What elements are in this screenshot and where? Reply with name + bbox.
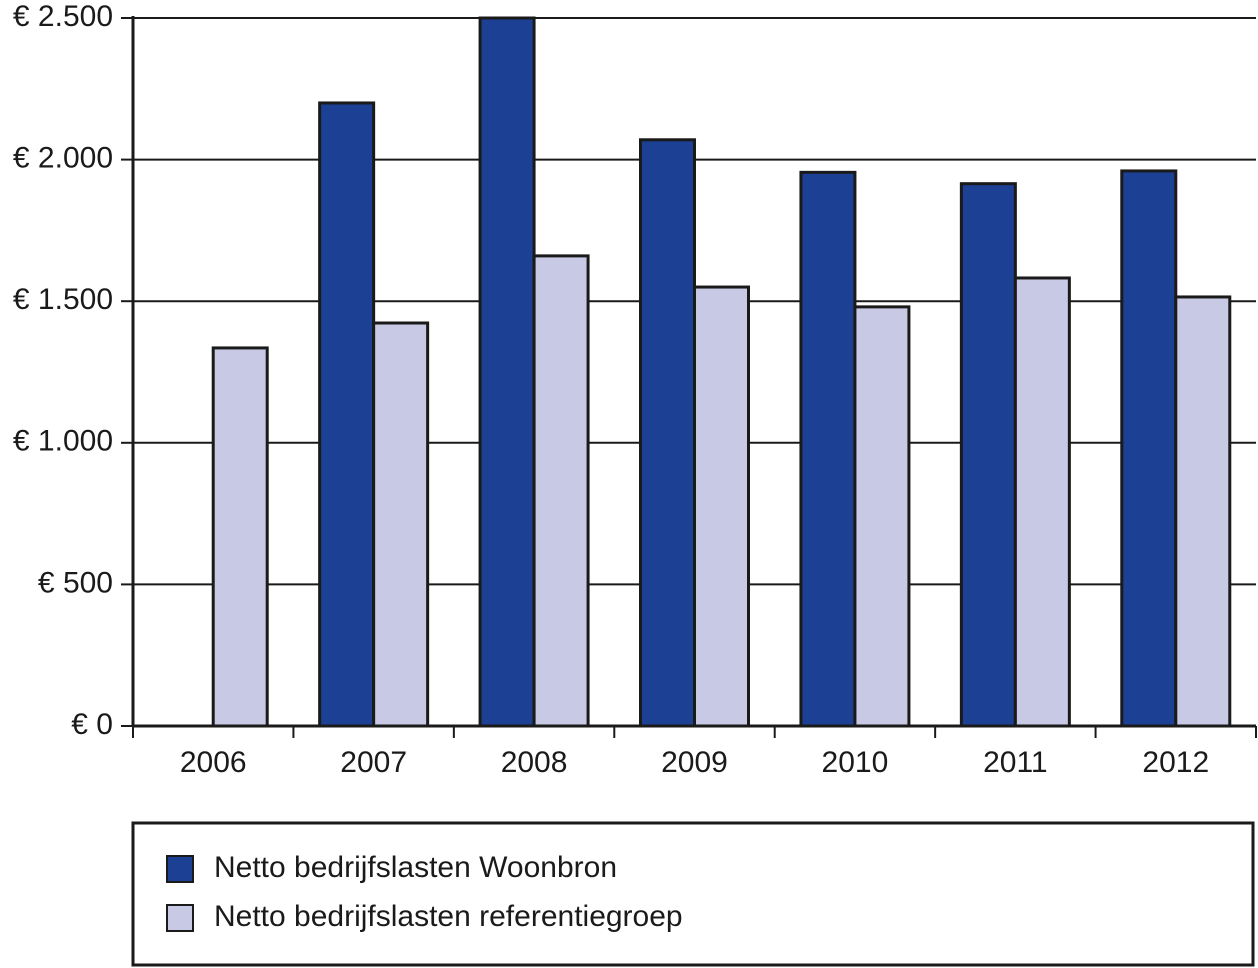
bar: [211, 346, 269, 728]
x-tick-label: 2007: [340, 746, 407, 779]
bar: [853, 305, 911, 728]
x-tick-label: 2008: [501, 746, 568, 779]
x-tick-label: 2010: [822, 746, 889, 779]
bar: [478, 16, 536, 728]
bar: [372, 321, 430, 728]
bar: [693, 285, 750, 728]
legend-swatch: [166, 904, 194, 932]
y-tick-label: € 500: [38, 566, 113, 599]
bar: [639, 138, 696, 728]
x-tick-label: 2006: [180, 746, 247, 779]
y-tick-label: € 1.000: [13, 425, 113, 458]
bar: [1013, 276, 1071, 728]
x-tick-label: 2011: [983, 746, 1048, 779]
legend-swatch: [166, 855, 194, 883]
legend-label: Netto bedrijfslasten referentiegroep: [214, 900, 683, 933]
bar: [959, 182, 1017, 728]
y-tick-label: € 0: [71, 708, 113, 741]
bar: [532, 254, 590, 728]
y-tick-label: € 1.500: [13, 283, 113, 316]
y-tick-label: € 2.000: [13, 142, 113, 175]
bar: [318, 101, 376, 728]
legend-box: [131, 821, 1255, 967]
x-tick-label: 2009: [661, 746, 728, 779]
x-tick-label: 2012: [1142, 746, 1209, 779]
bar: [1174, 295, 1232, 728]
legend-label: Netto bedrijfslasten Woonbron: [214, 851, 617, 884]
y-tick-label: € 2.500: [13, 0, 113, 33]
bar: [799, 170, 857, 728]
bar: [1120, 169, 1178, 728]
